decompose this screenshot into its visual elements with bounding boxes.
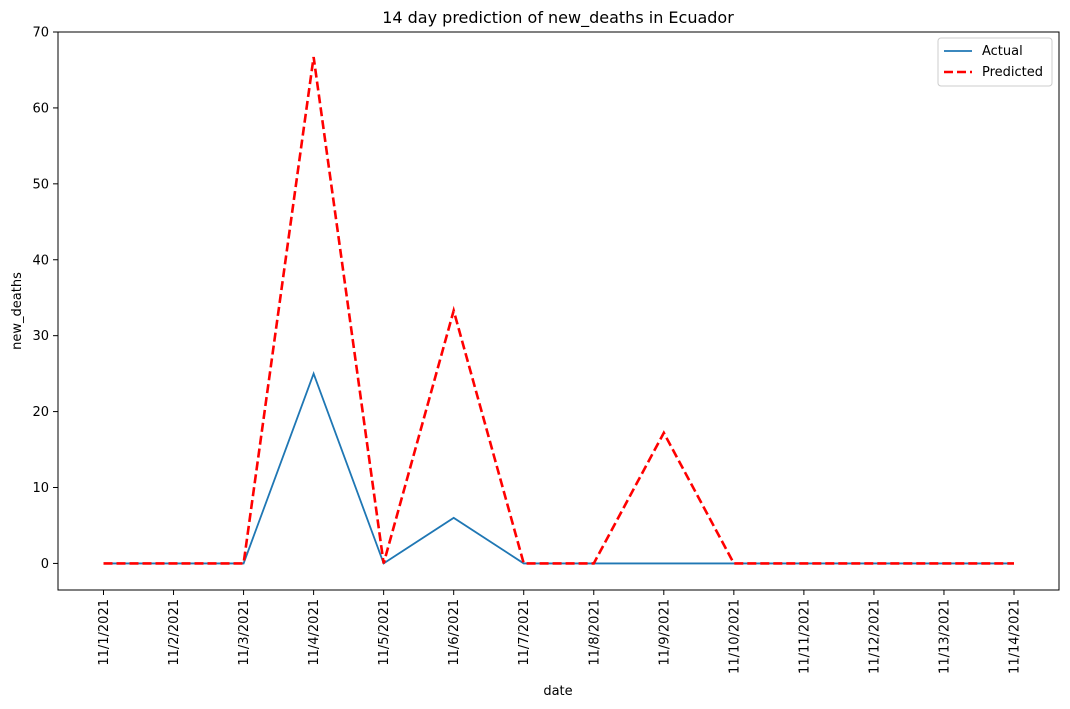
plot-area	[57, 31, 1060, 591]
y-tick-label: 20	[32, 405, 49, 420]
x-tick-label: 11/9/2021	[657, 599, 672, 666]
x-tick-label: 11/1/2021	[97, 599, 112, 666]
x-tick-label: 11/2/2021	[167, 599, 182, 666]
x-tick-label: 11/4/2021	[307, 599, 322, 666]
series-line-actual	[103, 371, 1014, 565]
legend-box	[937, 37, 1053, 87]
y-axis: 0 10 20 30 40 50 60 70	[32, 26, 58, 572]
y-axis-label: new_deaths	[10, 272, 25, 350]
x-axis: 11/1/2021 11/2/2021 11/3/2021 11/4/2021 11/5…	[97, 590, 1023, 674]
legend-label-predicted: Predicted	[982, 65, 1043, 80]
x-tick-label: 11/11/2021	[797, 599, 812, 674]
y-tick-label: 40	[32, 253, 49, 268]
y-tick-label: 50	[32, 177, 49, 192]
y-tick-label: 10	[32, 481, 49, 496]
x-tick-label: 11/6/2021	[447, 599, 462, 666]
series-line-predicted	[103, 56, 1014, 565]
x-tick-label: 11/12/2021	[867, 599, 882, 674]
x-axis-label: date	[543, 684, 572, 699]
x-tick-label: 11/13/2021	[937, 599, 952, 674]
y-tick-label: 30	[32, 329, 49, 344]
x-tick-label: 11/14/2021	[1008, 599, 1023, 674]
x-tick-label: 11/3/2021	[237, 599, 252, 666]
legend-label-actual: Actual	[982, 44, 1023, 59]
y-tick-label: 60	[32, 101, 49, 116]
x-tick-label: 11/10/2021	[727, 599, 742, 674]
chart-title: 14 day prediction of new_deaths in Ecuad…	[382, 8, 734, 28]
y-tick-label: 70	[32, 26, 49, 41]
x-tick-label: 11/8/2021	[587, 599, 602, 666]
y-tick-label: 0	[41, 557, 49, 572]
series-layer	[103, 56, 1014, 565]
x-tick-label: 11/7/2021	[517, 599, 532, 666]
legend: Actual Predicted	[937, 37, 1053, 87]
x-tick-label: 11/5/2021	[377, 599, 392, 666]
